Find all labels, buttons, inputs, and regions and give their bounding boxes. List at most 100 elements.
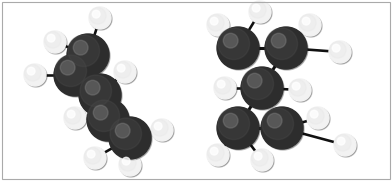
Circle shape [54, 54, 96, 96]
Circle shape [207, 145, 224, 161]
Circle shape [247, 73, 262, 88]
Circle shape [308, 108, 330, 130]
Circle shape [87, 150, 95, 158]
Circle shape [329, 41, 351, 63]
Circle shape [214, 77, 231, 94]
Circle shape [117, 64, 125, 72]
Circle shape [271, 33, 286, 48]
Circle shape [242, 68, 274, 100]
Circle shape [218, 28, 250, 60]
Circle shape [85, 148, 107, 170]
Circle shape [25, 65, 41, 81]
Circle shape [44, 31, 66, 53]
Circle shape [267, 113, 282, 128]
Circle shape [115, 123, 130, 138]
Circle shape [252, 150, 274, 172]
Circle shape [64, 107, 86, 129]
Circle shape [120, 155, 142, 177]
Circle shape [207, 14, 224, 31]
Circle shape [250, 2, 272, 24]
Circle shape [262, 108, 294, 140]
Circle shape [80, 75, 112, 107]
Circle shape [89, 7, 111, 29]
Circle shape [242, 68, 284, 110]
Circle shape [67, 34, 109, 76]
Circle shape [250, 2, 266, 18]
Circle shape [151, 119, 173, 141]
Circle shape [252, 150, 268, 166]
Circle shape [218, 108, 250, 140]
Circle shape [214, 77, 236, 99]
Circle shape [114, 61, 136, 83]
Circle shape [80, 75, 122, 117]
Circle shape [84, 147, 106, 169]
Circle shape [208, 15, 230, 37]
Circle shape [261, 107, 303, 149]
Circle shape [55, 55, 97, 97]
Circle shape [334, 134, 351, 151]
Circle shape [330, 42, 346, 58]
Circle shape [337, 137, 345, 145]
Circle shape [68, 35, 110, 77]
Circle shape [223, 113, 238, 128]
Circle shape [115, 62, 137, 84]
Circle shape [87, 99, 129, 141]
Circle shape [27, 67, 35, 75]
Circle shape [110, 118, 152, 160]
Circle shape [154, 122, 162, 130]
Circle shape [241, 67, 283, 109]
Circle shape [330, 42, 352, 64]
Circle shape [217, 107, 259, 149]
Circle shape [254, 152, 262, 160]
Circle shape [218, 28, 260, 70]
Circle shape [262, 108, 304, 150]
Circle shape [88, 100, 130, 142]
Circle shape [79, 74, 121, 116]
Circle shape [109, 117, 151, 159]
Circle shape [119, 154, 141, 176]
Circle shape [120, 155, 136, 171]
Circle shape [68, 35, 100, 67]
Circle shape [92, 10, 100, 18]
Circle shape [299, 14, 316, 31]
Circle shape [24, 64, 46, 86]
Circle shape [307, 107, 329, 129]
Circle shape [290, 80, 312, 102]
Circle shape [290, 80, 306, 96]
Circle shape [85, 80, 100, 95]
Circle shape [215, 78, 237, 100]
Circle shape [110, 118, 142, 150]
Circle shape [218, 108, 260, 150]
Circle shape [266, 28, 308, 70]
Circle shape [299, 14, 321, 36]
Circle shape [85, 148, 101, 164]
Circle shape [217, 80, 225, 88]
Circle shape [334, 134, 356, 156]
Circle shape [310, 110, 318, 118]
Circle shape [292, 82, 300, 90]
Circle shape [25, 65, 47, 87]
Circle shape [252, 4, 260, 12]
Circle shape [93, 105, 108, 120]
Circle shape [289, 79, 311, 101]
Circle shape [223, 33, 238, 48]
Circle shape [45, 32, 67, 54]
Circle shape [308, 108, 324, 124]
Circle shape [65, 108, 81, 124]
Circle shape [114, 62, 131, 78]
Circle shape [265, 27, 307, 69]
Circle shape [152, 119, 168, 136]
Circle shape [210, 147, 218, 155]
Circle shape [55, 55, 87, 87]
Circle shape [89, 8, 106, 24]
Circle shape [251, 149, 273, 171]
Circle shape [332, 44, 340, 52]
Circle shape [208, 145, 230, 167]
Circle shape [302, 17, 310, 25]
Circle shape [249, 1, 271, 23]
Circle shape [73, 40, 88, 55]
Circle shape [47, 34, 55, 42]
Circle shape [335, 135, 357, 157]
Circle shape [207, 144, 229, 166]
Circle shape [152, 120, 174, 142]
